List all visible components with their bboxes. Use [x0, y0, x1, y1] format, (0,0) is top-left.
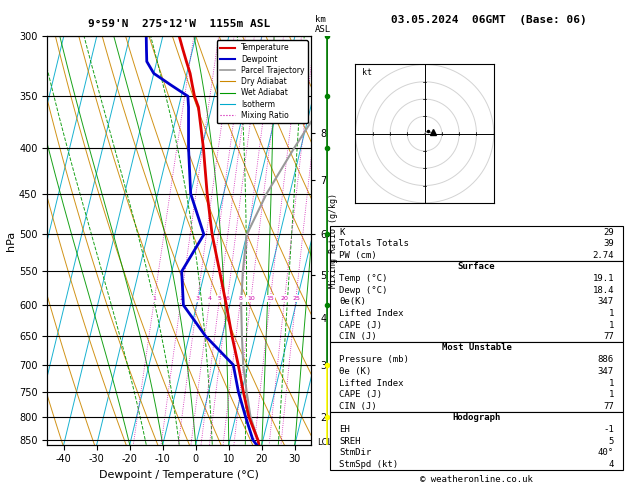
Text: 347: 347: [598, 297, 614, 307]
Text: 347: 347: [598, 367, 614, 376]
Bar: [330, 342, 623, 412]
Text: 1: 1: [609, 379, 614, 388]
Text: 18.4: 18.4: [593, 286, 614, 295]
Text: StmDir: StmDir: [339, 448, 371, 457]
Text: Hodograph: Hodograph: [452, 413, 501, 422]
Text: θe (K): θe (K): [339, 367, 371, 376]
Text: 77: 77: [603, 402, 614, 411]
Text: 4: 4: [609, 460, 614, 469]
Text: 2.74: 2.74: [593, 251, 614, 260]
Text: 39: 39: [603, 240, 614, 248]
Y-axis label: hPa: hPa: [6, 230, 16, 251]
Text: Lifted Index: Lifted Index: [339, 309, 403, 318]
Text: 4: 4: [208, 296, 212, 301]
Text: K: K: [339, 228, 344, 237]
Text: Totals Totals: Totals Totals: [339, 240, 409, 248]
Text: 8: 8: [238, 296, 243, 301]
Text: 886: 886: [598, 355, 614, 364]
Text: km
ASL: km ASL: [314, 15, 331, 34]
Text: 20: 20: [281, 296, 289, 301]
Bar: [330, 261, 623, 342]
Text: -1: -1: [603, 425, 614, 434]
Text: SREH: SREH: [339, 436, 360, 446]
Text: CIN (J): CIN (J): [339, 402, 377, 411]
Text: 1: 1: [609, 309, 614, 318]
Text: 1: 1: [609, 321, 614, 330]
Text: 3: 3: [196, 296, 199, 301]
Text: 5: 5: [218, 296, 221, 301]
Text: Temp (°C): Temp (°C): [339, 274, 387, 283]
Text: 6: 6: [226, 296, 230, 301]
Text: 19.1: 19.1: [593, 274, 614, 283]
Text: Most Unstable: Most Unstable: [442, 343, 511, 352]
Text: 25: 25: [292, 296, 300, 301]
Text: StmSpd (kt): StmSpd (kt): [339, 460, 398, 469]
Text: 1: 1: [609, 390, 614, 399]
X-axis label: Dewpoint / Temperature (°C): Dewpoint / Temperature (°C): [99, 470, 259, 480]
Text: Surface: Surface: [458, 262, 495, 271]
Text: 5: 5: [609, 436, 614, 446]
Text: 29: 29: [603, 228, 614, 237]
Text: CIN (J): CIN (J): [339, 332, 377, 341]
Text: 1: 1: [152, 296, 157, 301]
Text: LCL: LCL: [316, 438, 331, 447]
Text: PW (cm): PW (cm): [339, 251, 377, 260]
Legend: Temperature, Dewpoint, Parcel Trajectory, Dry Adiabat, Wet Adiabat, Isotherm, Mi: Temperature, Dewpoint, Parcel Trajectory…: [216, 40, 308, 123]
Text: 2: 2: [179, 296, 183, 301]
Text: 10: 10: [247, 296, 255, 301]
Text: 9°59'N  275°12'W  1155m ASL: 9°59'N 275°12'W 1155m ASL: [88, 19, 270, 29]
Text: θe(K): θe(K): [339, 297, 366, 307]
Text: CAPE (J): CAPE (J): [339, 321, 382, 330]
Text: Mixing Ratio (g/kg): Mixing Ratio (g/kg): [329, 193, 338, 288]
Bar: [330, 412, 623, 469]
Bar: [330, 226, 623, 261]
Text: 15: 15: [267, 296, 274, 301]
Text: Pressure (mb): Pressure (mb): [339, 355, 409, 364]
Text: CAPE (J): CAPE (J): [339, 390, 382, 399]
Text: 40°: 40°: [598, 448, 614, 457]
Text: kt: kt: [362, 68, 372, 77]
Text: 03.05.2024  06GMT  (Base: 06): 03.05.2024 06GMT (Base: 06): [391, 15, 587, 25]
Text: EH: EH: [339, 425, 350, 434]
Text: Lifted Index: Lifted Index: [339, 379, 403, 388]
Text: © weatheronline.co.uk: © weatheronline.co.uk: [420, 474, 533, 484]
Text: 77: 77: [603, 332, 614, 341]
Text: Dewp (°C): Dewp (°C): [339, 286, 387, 295]
